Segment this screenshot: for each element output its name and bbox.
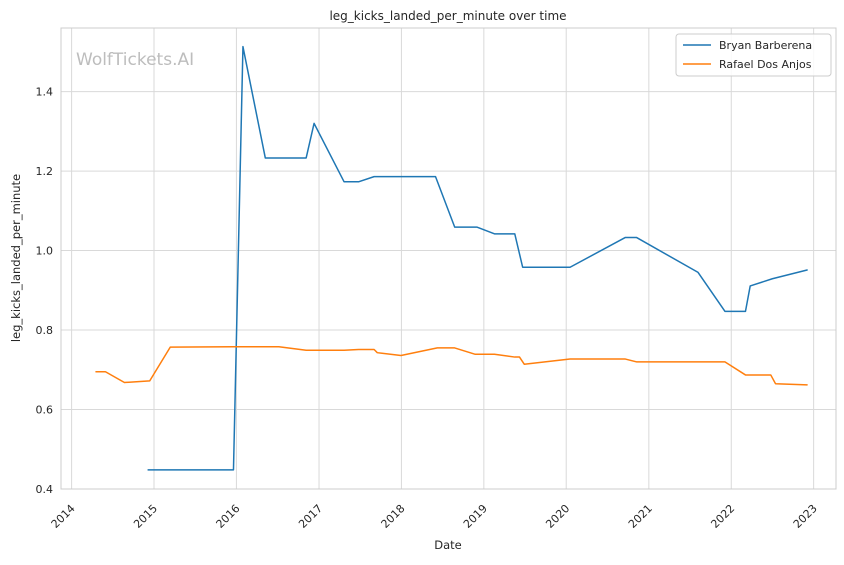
watermark-text: WolfTickets.AI	[76, 50, 194, 70]
legend-label-bryan-barberena: Bryan Barberena	[719, 39, 812, 52]
y-axis-label: leg_kicks_landed_per_minute	[9, 174, 23, 342]
series-lines	[95, 45, 808, 471]
legend: Bryan Barberena Rafael Dos Anjos	[675, 33, 832, 77]
chart-title: leg_kicks_landed_per_minute over time	[329, 9, 566, 23]
series-line-rafael-dos-anjos	[95, 345, 808, 386]
legend-label-rafael-dos-anjos: Rafael Dos Anjos	[719, 58, 812, 71]
y-tick-label: 1.4	[36, 86, 54, 99]
y-tick-label: 0.6	[36, 404, 54, 417]
grid-lines	[61, 28, 836, 490]
y-tick-label: 0.4	[36, 483, 54, 496]
legend-box	[675, 33, 832, 77]
y-tick-label: 0.8	[36, 324, 54, 337]
plot-frame	[60, 27, 837, 490]
x-axis-label: Date	[434, 538, 462, 552]
y-tick-label: 1.0	[36, 245, 54, 258]
series-line-bryan-barberena	[147, 45, 808, 471]
y-tick-label: 1.2	[36, 165, 54, 178]
